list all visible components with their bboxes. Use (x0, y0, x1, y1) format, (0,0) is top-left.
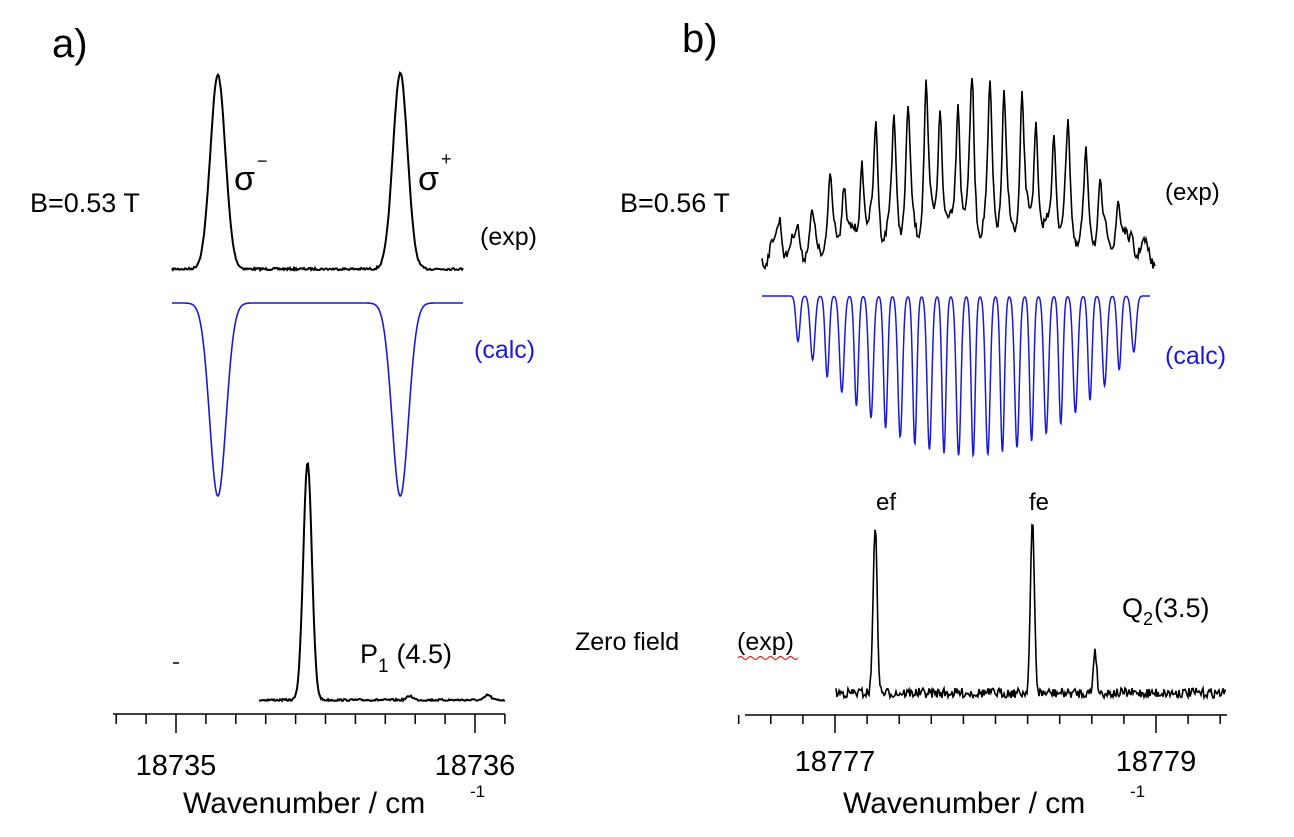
a-calc-trace (172, 302, 463, 497)
a-sigma-plus-sup: + (441, 149, 452, 169)
a-transition-sub: 1 (378, 656, 389, 677)
b-transition-sub: 2 (1143, 609, 1153, 629)
a-field-label: B=0.53 T (30, 188, 140, 218)
a-exp-trace (171, 71, 464, 273)
a-calc-label: (calc) (474, 336, 535, 364)
panel-b: B=0.56 T (exp) (calc) ef fe Q 2 (3.5) Ze… (575, 77, 1227, 820)
spellcheck-underline (737, 655, 799, 661)
b-zero-field-label: Zero field (575, 628, 679, 656)
b-transition-arg: (3.5) (1154, 593, 1210, 623)
panel-a-label: a) (52, 22, 88, 66)
a-ticks (115, 714, 506, 733)
panel-b-label: b) (682, 17, 718, 61)
a-tick-label-18735: 18735 (136, 750, 217, 782)
b-xlabel-sup: -1 (1130, 782, 1145, 801)
b-peak-ef: ef (876, 489, 896, 516)
a-exp-label: (exp) (480, 223, 537, 251)
a-sigma-minus: σ (234, 160, 255, 198)
a-xlabel-sup: -1 (470, 782, 485, 801)
b-zero-field-trace (835, 523, 1227, 701)
b-ticks (737, 715, 1221, 733)
b-peak-fe: fe (1029, 489, 1049, 516)
b-xlabel: Wavenumber / cm (843, 787, 1085, 820)
a-tick-label-18736: 18736 (435, 750, 516, 782)
a-transition-main: P (360, 639, 378, 669)
b-calc-label: (calc) (1165, 342, 1226, 370)
b-zero-exp-label: (exp) (737, 628, 794, 656)
b-field-label: B=0.56 T (620, 188, 730, 218)
a-sigma-minus-sup: − (257, 151, 268, 171)
a-zero-field-trace (258, 461, 506, 703)
a-sigma-plus: σ (418, 160, 439, 198)
a-transition-arg: (4.5) (389, 639, 452, 669)
b-tick-label-18777: 18777 (795, 746, 876, 778)
b-calc-trace (762, 295, 1150, 459)
b-tick-label-18779: 18779 (1116, 746, 1197, 778)
b-exp-trace (761, 77, 1156, 271)
panel-a: B=0.53 T σ − σ + (exp) (calc) P 1 (4.5) … (30, 71, 537, 820)
b-transition-main: Q (1122, 593, 1143, 623)
a-xlabel: Wavenumber / cm (183, 787, 425, 820)
b-exp-label: (exp) (1165, 179, 1220, 206)
